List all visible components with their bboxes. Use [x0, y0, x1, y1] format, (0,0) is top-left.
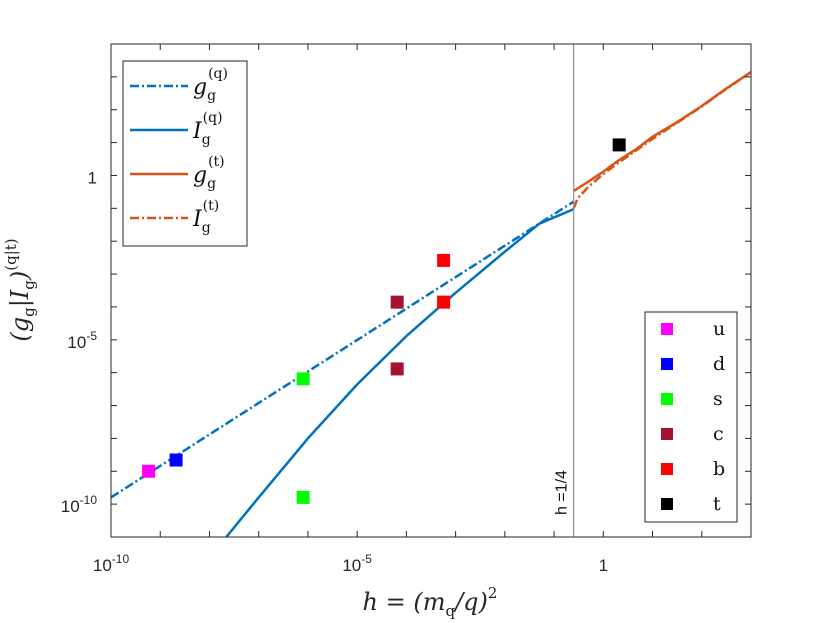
h-quarter-label: h =1/4: [554, 470, 571, 515]
marker-s-0: [296, 490, 310, 504]
flavor-swatch-s: [661, 393, 673, 405]
marker-u-0: [142, 464, 156, 478]
y-tick-label-1: 10-5: [67, 329, 97, 352]
flavor-label-d: d: [713, 353, 725, 375]
marker-c-0: [390, 362, 404, 376]
flavor-swatch-b: [661, 463, 673, 475]
legend-label-3: Ig(t): [192, 198, 219, 236]
series-line-3: [572, 71, 751, 209]
series-layer: [111, 71, 751, 537]
series-legend: gg(q) Ig(q) gg(t) Ig(t): [122, 60, 248, 247]
marker-c-1: [390, 295, 404, 309]
tick-layer: 10-10 10-5 1 10-10 10-5 1: [61, 43, 752, 575]
x-tick-label-1: 10-5: [342, 552, 372, 575]
y-tick-label-0: 10-10: [61, 493, 98, 516]
flavor-label-b: b: [713, 458, 725, 480]
marker-b-0: [437, 295, 451, 309]
marker-d-0: [169, 453, 183, 467]
flavor-label-t: t: [713, 493, 721, 515]
flavor-swatch-c: [661, 428, 673, 440]
flavor-label-c: c: [713, 423, 724, 445]
series-line-1: [225, 207, 575, 537]
y-tick-label-2: 1: [88, 168, 97, 187]
marker-t-0: [612, 138, 626, 152]
legend-label-2: gg(t): [193, 154, 225, 192]
legend-label-1: Ig(q): [192, 110, 223, 148]
marker-s-1: [296, 372, 310, 386]
flavor-label-s: s: [713, 388, 723, 410]
series-line-2: [573, 71, 751, 192]
marker-b-1: [437, 253, 451, 267]
flavor-swatch-t: [661, 498, 673, 510]
flavor-label-u: u: [713, 318, 725, 340]
legend-label-0: gg(q): [193, 66, 228, 104]
marker-layer: [142, 138, 626, 504]
x-axis-label: h = (mq/q)2: [363, 584, 498, 620]
x-tick-label-2: 1: [599, 556, 608, 575]
flavor-swatch-u: [661, 323, 673, 335]
plot-frame: [110, 43, 752, 538]
x-tick-label-0: 10-10: [93, 552, 130, 575]
y-axis-label: (gg|Ig)(q|t): [2, 238, 38, 341]
series-line-0: [111, 200, 575, 499]
flavor-swatch-d: [661, 358, 673, 370]
